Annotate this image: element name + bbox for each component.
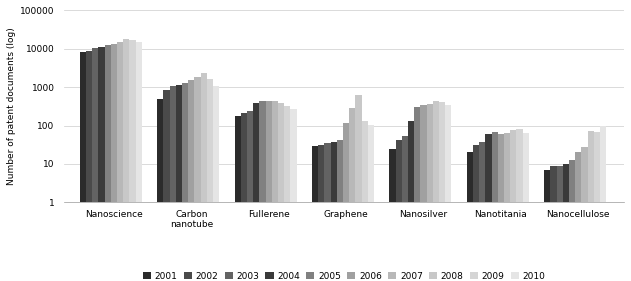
- Bar: [331, 142, 337, 281]
- Bar: [485, 133, 492, 281]
- Bar: [123, 38, 129, 281]
- Bar: [575, 152, 581, 281]
- Bar: [182, 83, 188, 281]
- Bar: [522, 133, 529, 281]
- Bar: [86, 51, 92, 281]
- Bar: [188, 80, 194, 281]
- Bar: [355, 95, 362, 281]
- Bar: [105, 45, 111, 281]
- Bar: [445, 105, 451, 281]
- Bar: [284, 106, 290, 281]
- Bar: [80, 51, 86, 281]
- Bar: [492, 132, 498, 281]
- Bar: [170, 86, 176, 281]
- Bar: [213, 86, 219, 281]
- Bar: [479, 142, 485, 281]
- Bar: [368, 125, 374, 281]
- Bar: [587, 131, 594, 281]
- Bar: [504, 133, 510, 281]
- Bar: [389, 149, 396, 281]
- Bar: [362, 121, 368, 281]
- Bar: [337, 140, 343, 281]
- Bar: [235, 116, 241, 281]
- Bar: [247, 111, 253, 281]
- Bar: [176, 85, 182, 281]
- Bar: [498, 133, 504, 281]
- Bar: [259, 101, 266, 281]
- Bar: [312, 146, 318, 281]
- Bar: [157, 99, 163, 281]
- Bar: [278, 103, 284, 281]
- Bar: [420, 105, 427, 281]
- Bar: [408, 121, 414, 281]
- Bar: [117, 42, 123, 281]
- Bar: [467, 152, 473, 281]
- Bar: [569, 160, 575, 281]
- Bar: [402, 137, 408, 281]
- Bar: [550, 166, 557, 281]
- Bar: [433, 101, 439, 281]
- Bar: [563, 164, 569, 281]
- Bar: [207, 79, 213, 281]
- Bar: [414, 107, 420, 281]
- Bar: [272, 101, 278, 281]
- Bar: [136, 42, 142, 281]
- Bar: [343, 123, 349, 281]
- Bar: [290, 109, 297, 281]
- Bar: [594, 132, 600, 281]
- Bar: [581, 147, 587, 281]
- Bar: [201, 73, 207, 281]
- Bar: [241, 113, 247, 281]
- Y-axis label: Number of patent documents (log): Number of patent documents (log): [7, 28, 16, 185]
- Bar: [318, 144, 324, 281]
- Bar: [510, 130, 516, 281]
- Bar: [92, 49, 98, 281]
- Bar: [111, 44, 117, 281]
- Bar: [473, 144, 479, 281]
- Bar: [516, 129, 522, 281]
- Bar: [349, 108, 355, 281]
- Bar: [324, 143, 331, 281]
- Bar: [163, 90, 170, 281]
- Legend: 2001, 2002, 2003, 2004, 2005, 2006, 2007, 2008, 2009, 2010: 2001, 2002, 2003, 2004, 2005, 2006, 2007…: [139, 268, 549, 281]
- Bar: [600, 126, 606, 281]
- Bar: [396, 140, 402, 281]
- Bar: [544, 170, 550, 281]
- Bar: [557, 166, 563, 281]
- Bar: [129, 40, 136, 281]
- Bar: [266, 101, 272, 281]
- Bar: [98, 47, 105, 281]
- Bar: [427, 104, 433, 281]
- Bar: [253, 103, 259, 281]
- Bar: [439, 103, 445, 281]
- Bar: [194, 77, 201, 281]
